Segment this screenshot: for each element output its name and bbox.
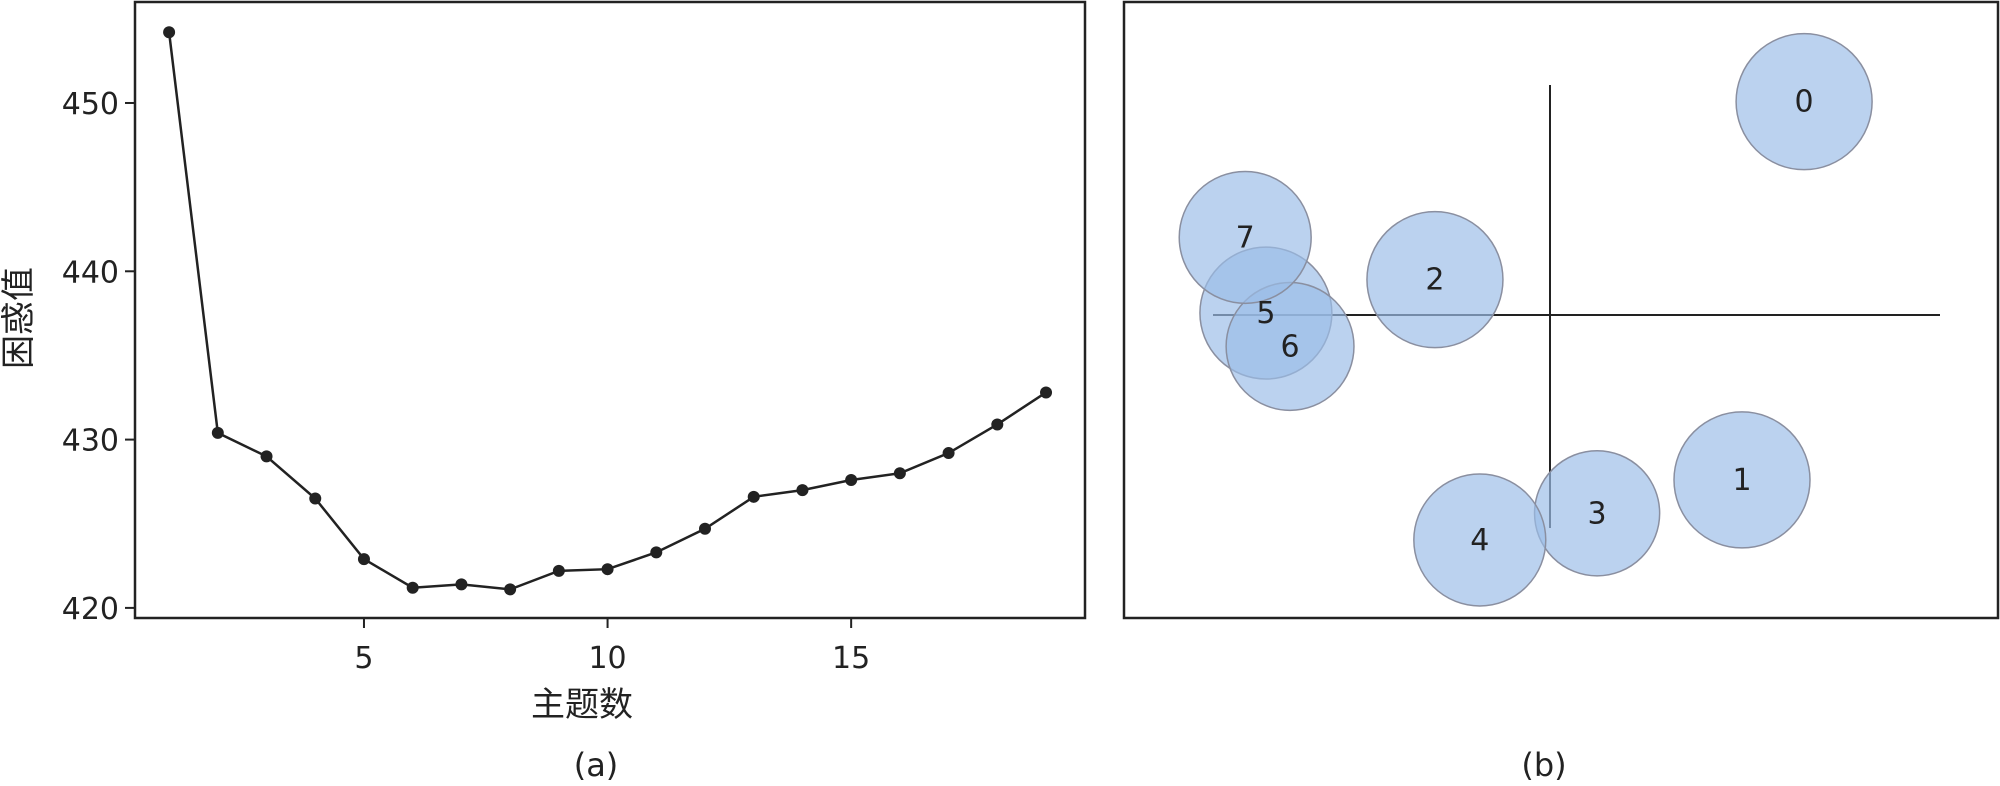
y-tick-label: 420: [62, 592, 119, 627]
topic-bubble-0: [1735, 32, 1873, 171]
topic-label-1: 1: [1732, 463, 1751, 498]
y-tick-label: 450: [62, 87, 119, 122]
data-point: [991, 418, 1004, 431]
plot-frame-b: [1122, 0, 2000, 620]
topic-bubble-7: [1178, 170, 1312, 305]
caption-b: (b): [1521, 746, 1566, 784]
data-point: [504, 583, 517, 596]
topic-bubble-1: [1673, 411, 1811, 549]
data-point: [455, 578, 468, 591]
data-point: [747, 490, 760, 503]
data-point: [650, 546, 663, 559]
topic-label-5: 5: [1256, 296, 1275, 331]
topic-label-3: 3: [1588, 496, 1607, 531]
data-point: [357, 553, 370, 566]
data-point: [552, 564, 565, 577]
data-point: [211, 426, 224, 439]
topic-bubbles: 0 1 2 3 4 56 7: [1178, 32, 1873, 607]
topic-bubble-2: [1366, 210, 1504, 349]
data-point: [796, 484, 809, 497]
topic-distance-map: 0 1 2 3 4 56 7 (b): [1122, 0, 2000, 784]
x-axis-title: 主题数: [531, 685, 633, 725]
y-axis-ticks: 420 430 440 450: [62, 87, 135, 627]
x-tick-label: 5: [354, 641, 373, 676]
topic-label-4: 4: [1470, 523, 1489, 558]
x-axis-ticks: 5 10 15: [354, 618, 870, 676]
data-point: [260, 450, 273, 463]
perplexity-series: [163, 26, 1053, 596]
data-point: [845, 473, 858, 486]
data-point: [1040, 386, 1053, 399]
data-point: [309, 492, 322, 505]
y-tick-label: 430: [62, 424, 119, 459]
topic-bubble-4: [1413, 473, 1547, 607]
perplexity-line-chart: 5 10 15 420 430 440 450 主题数 困惑值 (a): [0, 0, 1087, 784]
topic-label-2: 2: [1425, 263, 1444, 298]
data-point: [942, 447, 955, 460]
data-point: [406, 581, 419, 594]
y-tick-label: 440: [62, 255, 119, 290]
x-tick-label: 15: [832, 641, 870, 676]
data-point: [163, 26, 176, 39]
perplexity-line: [167, 32, 1047, 591]
y-axis-title: 困惑值: [0, 267, 39, 369]
caption-a: (a): [574, 746, 619, 784]
data-point: [699, 522, 711, 535]
data-point: [893, 467, 906, 480]
x-tick-label: 10: [588, 641, 626, 676]
topic-label-7: 7: [1236, 220, 1255, 255]
topic-label-0: 0: [1795, 85, 1814, 120]
topic-label-6: 6: [1281, 329, 1300, 364]
data-point: [601, 563, 614, 576]
plot-frame-a: [133, 0, 1087, 620]
